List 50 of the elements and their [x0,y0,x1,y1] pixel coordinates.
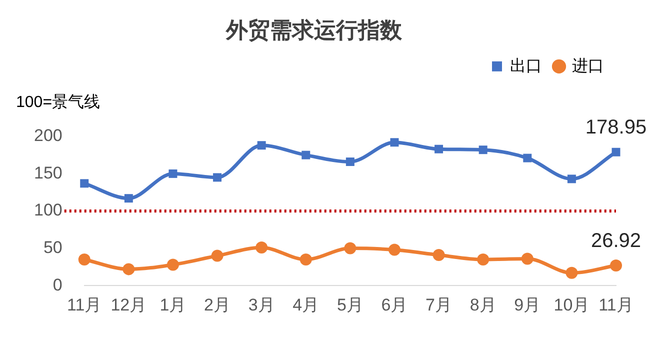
data-label: 178.95 [585,116,647,139]
point [300,253,312,266]
point [80,179,89,188]
point [388,244,400,256]
x-tick-label: 11月 [598,295,634,314]
point [124,194,133,203]
y-tick-label: 150 [34,163,62,182]
point [78,253,90,266]
x-tick-label: 4月 [292,295,320,314]
point [168,169,178,178]
point [257,141,266,150]
y-tick-label: 50 [43,238,62,257]
legend-label: 进口 [572,56,604,75]
point [302,150,310,160]
point [390,138,399,147]
point [566,266,578,279]
x-tick-label: 7月 [426,295,452,314]
text: 100=景气线 [16,92,100,111]
point [523,154,532,162]
x-tick-label: 6月 [381,295,408,314]
point [166,258,179,271]
y-tick-label: 100 [34,200,62,220]
point [478,146,488,154]
point [612,148,620,156]
point [610,260,622,272]
x-tick-label: 1月 [160,295,186,314]
x-tick-label: 10月 [554,295,590,314]
point [211,250,224,262]
point [344,242,356,254]
legend-label: 出口 [510,56,542,75]
x-tick-label: 11月 [67,295,102,314]
point [477,253,490,266]
point [434,144,444,154]
point [256,242,268,254]
x-tick-label: 5月 [336,295,364,314]
x-tick-label: 3月 [248,295,275,314]
x-tick-label: 9月 [514,295,541,314]
x-tick-label: 8月 [470,295,496,314]
y-tick-label: 0 [52,275,62,294]
point [567,174,576,184]
point [122,263,135,276]
x-tick-label: 12月 [110,295,147,314]
y-tick-label: 200 [34,126,62,146]
point [213,173,222,182]
point [346,158,354,166]
x-tick-label: 2月 [204,295,231,314]
point [521,252,534,265]
point [432,249,445,262]
chart-title: 外贸需求运行指数 [225,17,403,42]
data-label: 26.92 [590,230,642,252]
